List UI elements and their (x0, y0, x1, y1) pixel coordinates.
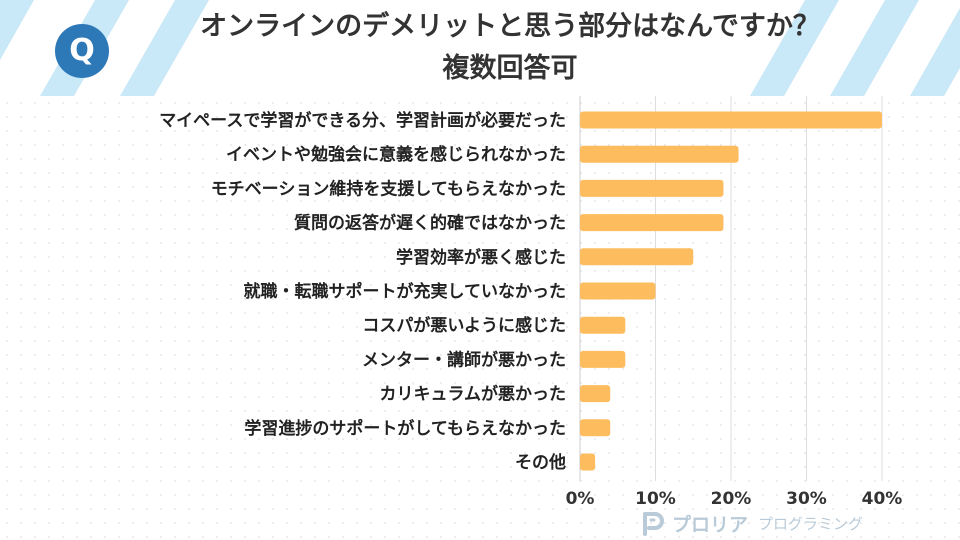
x-tick-label: 0% (566, 489, 595, 506)
question-badge-letter: Q (69, 33, 95, 68)
header: Q オンラインのデメリットと思う部分はなんですか？ 複数回答可 (0, 0, 960, 96)
title-line-1: オンラインのデメリットと思う部分はなんですか？ (200, 11, 820, 42)
bar (580, 111, 882, 129)
x-tick-label: 10% (635, 489, 676, 506)
bar (580, 248, 694, 266)
question-badge: Q (55, 24, 109, 78)
category-label: イベントや勉強会に意義を感じられなかった (226, 144, 566, 165)
title-line-2: 複数回答可 (442, 53, 578, 84)
logo-name: プロリア (672, 513, 749, 536)
header-stripes (0, 0, 960, 96)
category-label: マイペースで学習ができる分、学習計画が必要だった (159, 110, 566, 131)
bar (580, 453, 596, 471)
bar (580, 350, 626, 368)
bar (580, 419, 611, 437)
category-label: 質問の返答が遅く的確ではなかった (294, 213, 566, 234)
category-label: 学習進捗のサポートがしてもらえなかった (244, 418, 566, 439)
bar (580, 214, 724, 232)
bar (580, 179, 724, 197)
category-label: メンター・講師が悪かった (362, 349, 566, 370)
category-label: カリキュラムが悪かった (380, 384, 567, 405)
logo: プロリア プログラミング (640, 508, 863, 538)
bar (580, 145, 739, 163)
x-tick-label: 30% (786, 489, 827, 506)
category-label: モチベーション維持を支援してもらえなかった (211, 178, 566, 199)
x-tick-label: 20% (711, 489, 752, 506)
bar-chart: 0% 10% 20% 30% 40% マイペースで学習ができる分、学習計画が必要だったイベ… (159, 96, 903, 506)
category-label: コスパが悪いように感じた (362, 315, 566, 336)
logo-subtitle: プログラミング (758, 514, 864, 533)
bar (580, 316, 626, 334)
bar (580, 282, 656, 300)
proria-logo-icon (643, 512, 664, 536)
category-label: 就職・転職サポートが充実していなかった (244, 281, 567, 302)
plot-background (0, 96, 960, 540)
chart-title: オンラインのデメリットと思う部分はなんですか？ 複数回答可 (140, 6, 880, 90)
bar (580, 385, 611, 403)
category-label: 学習効率が悪く感じた (396, 247, 566, 268)
x-tick-label: 40% (862, 489, 903, 506)
category-label: その他 (515, 452, 566, 473)
